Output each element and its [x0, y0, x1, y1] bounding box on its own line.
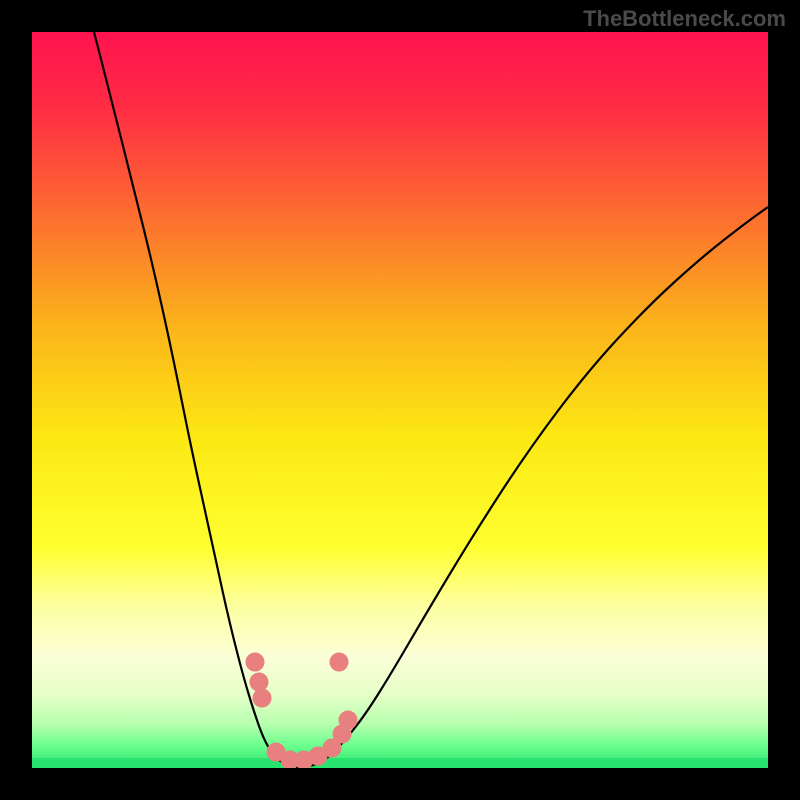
- data-marker: [330, 653, 348, 671]
- data-marker: [250, 673, 268, 691]
- plot-area: [32, 32, 768, 768]
- chart-svg: [32, 32, 768, 768]
- watermark-text: TheBottleneck.com: [583, 6, 786, 32]
- data-marker: [246, 653, 264, 671]
- data-marker: [339, 711, 357, 729]
- data-marker: [253, 689, 271, 707]
- bottom-band: [32, 758, 768, 768]
- bottleneck-curve: [94, 32, 768, 767]
